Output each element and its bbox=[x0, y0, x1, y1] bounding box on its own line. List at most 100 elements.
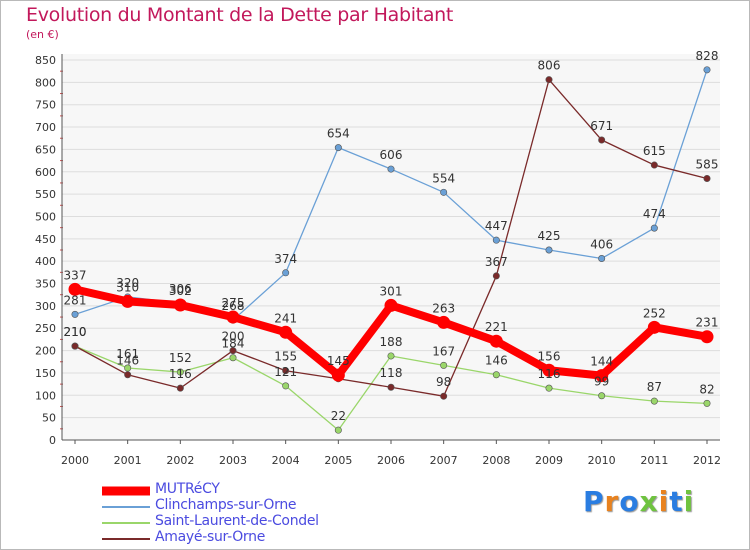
data-point bbox=[334, 144, 342, 152]
y-tick-label: 100 bbox=[35, 389, 56, 402]
data-point bbox=[176, 368, 184, 376]
data-label: 474 bbox=[643, 207, 666, 221]
data-label: 146 bbox=[485, 354, 508, 368]
data-point bbox=[124, 371, 132, 379]
data-label: 302 bbox=[169, 284, 192, 298]
data-point bbox=[387, 352, 395, 360]
x-tick-label: 2003 bbox=[219, 454, 247, 467]
y-tick-label: 450 bbox=[35, 233, 56, 246]
x-tick-label: 2005 bbox=[324, 454, 352, 467]
data-point bbox=[124, 364, 132, 372]
data-label: 306 bbox=[169, 282, 192, 296]
data-label: 210 bbox=[64, 325, 87, 339]
x-tick-label: 2007 bbox=[430, 454, 458, 467]
x-tick-label: 2010 bbox=[588, 454, 616, 467]
data-label: 99 bbox=[594, 375, 609, 389]
data-label: 241 bbox=[274, 311, 297, 325]
data-point bbox=[173, 298, 187, 312]
data-label: 22 bbox=[331, 409, 346, 423]
data-point bbox=[598, 136, 606, 144]
data-point bbox=[492, 371, 500, 379]
data-point bbox=[650, 397, 658, 405]
data-label: 231 bbox=[696, 316, 719, 330]
data-label: 252 bbox=[643, 306, 666, 320]
data-label: 116 bbox=[538, 367, 561, 381]
y-tick-label: 200 bbox=[35, 345, 56, 358]
data-label: 425 bbox=[538, 229, 561, 243]
data-point bbox=[598, 254, 606, 262]
data-label: 268 bbox=[222, 299, 245, 313]
y-tick-label: 550 bbox=[35, 188, 56, 201]
data-point bbox=[598, 392, 606, 400]
data-point bbox=[542, 363, 556, 377]
data-label: 406 bbox=[590, 237, 613, 251]
data-point bbox=[71, 342, 79, 350]
data-label: 144 bbox=[590, 355, 613, 369]
data-label: 210 bbox=[64, 325, 87, 339]
y-tick-label: 400 bbox=[35, 255, 56, 268]
data-point bbox=[387, 165, 395, 173]
data-label: 87 bbox=[647, 380, 662, 394]
y-tick-label: 800 bbox=[35, 76, 56, 89]
data-label: 188 bbox=[380, 335, 403, 349]
data-label: 310 bbox=[116, 280, 139, 294]
data-point bbox=[226, 310, 240, 324]
data-point bbox=[703, 174, 711, 182]
x-tick-label: 2011 bbox=[640, 454, 668, 467]
data-point bbox=[282, 382, 290, 390]
chart-title: Evolution du Montant de la Dette par Hab… bbox=[26, 4, 454, 26]
data-label: 121 bbox=[274, 365, 297, 379]
legend-label: MUTRéCY bbox=[155, 481, 220, 497]
data-label: 281 bbox=[64, 293, 87, 307]
x-tick-label: 2000 bbox=[61, 454, 89, 467]
data-point bbox=[331, 368, 345, 382]
data-point bbox=[545, 76, 553, 84]
data-label: 184 bbox=[222, 337, 245, 351]
data-point bbox=[703, 66, 711, 74]
y-tick-label: 350 bbox=[35, 278, 56, 291]
x-tick-label: 2008 bbox=[482, 454, 510, 467]
legend-label: Saint-Laurent-de-Condel bbox=[155, 513, 319, 529]
data-label: 152 bbox=[169, 351, 192, 365]
data-point bbox=[176, 384, 184, 392]
data-label: 337 bbox=[64, 268, 87, 282]
data-point bbox=[68, 282, 82, 296]
legend-swatch bbox=[102, 522, 150, 524]
data-point bbox=[703, 399, 711, 407]
y-tick-label: 500 bbox=[35, 210, 56, 223]
data-point bbox=[492, 272, 500, 280]
data-point bbox=[437, 315, 451, 329]
data-label: 275 bbox=[222, 296, 245, 310]
data-label: 554 bbox=[432, 171, 455, 185]
x-tick-label: 2009 bbox=[535, 454, 563, 467]
y-tick-label: 250 bbox=[35, 322, 56, 335]
data-point bbox=[545, 384, 553, 392]
data-label: 367 bbox=[485, 255, 508, 269]
y-tick-label: 600 bbox=[35, 166, 56, 179]
y-tick-label: 650 bbox=[35, 143, 56, 156]
data-point bbox=[121, 294, 135, 308]
data-label: 161 bbox=[116, 347, 139, 361]
y-tick-label: 700 bbox=[35, 121, 56, 134]
data-point bbox=[279, 325, 293, 339]
x-tick-label: 2004 bbox=[272, 454, 300, 467]
data-label: 146 bbox=[116, 354, 139, 368]
x-tick-label: 2001 bbox=[114, 454, 142, 467]
data-point bbox=[700, 330, 714, 344]
data-point bbox=[229, 347, 237, 355]
data-label: 606 bbox=[380, 148, 403, 162]
data-label: 167 bbox=[432, 344, 455, 358]
data-label: 221 bbox=[485, 320, 508, 334]
data-point bbox=[387, 383, 395, 391]
data-label: 263 bbox=[432, 301, 455, 315]
data-point bbox=[384, 298, 398, 312]
y-tick-label: 850 bbox=[35, 54, 56, 67]
y-tick-label: 300 bbox=[35, 300, 56, 313]
data-point bbox=[282, 367, 290, 375]
data-point bbox=[545, 246, 553, 254]
data-label: 374 bbox=[274, 252, 297, 266]
y-tick-label: 750 bbox=[35, 99, 56, 112]
data-point bbox=[595, 369, 609, 383]
data-point bbox=[334, 426, 342, 434]
data-label: 654 bbox=[327, 127, 350, 141]
